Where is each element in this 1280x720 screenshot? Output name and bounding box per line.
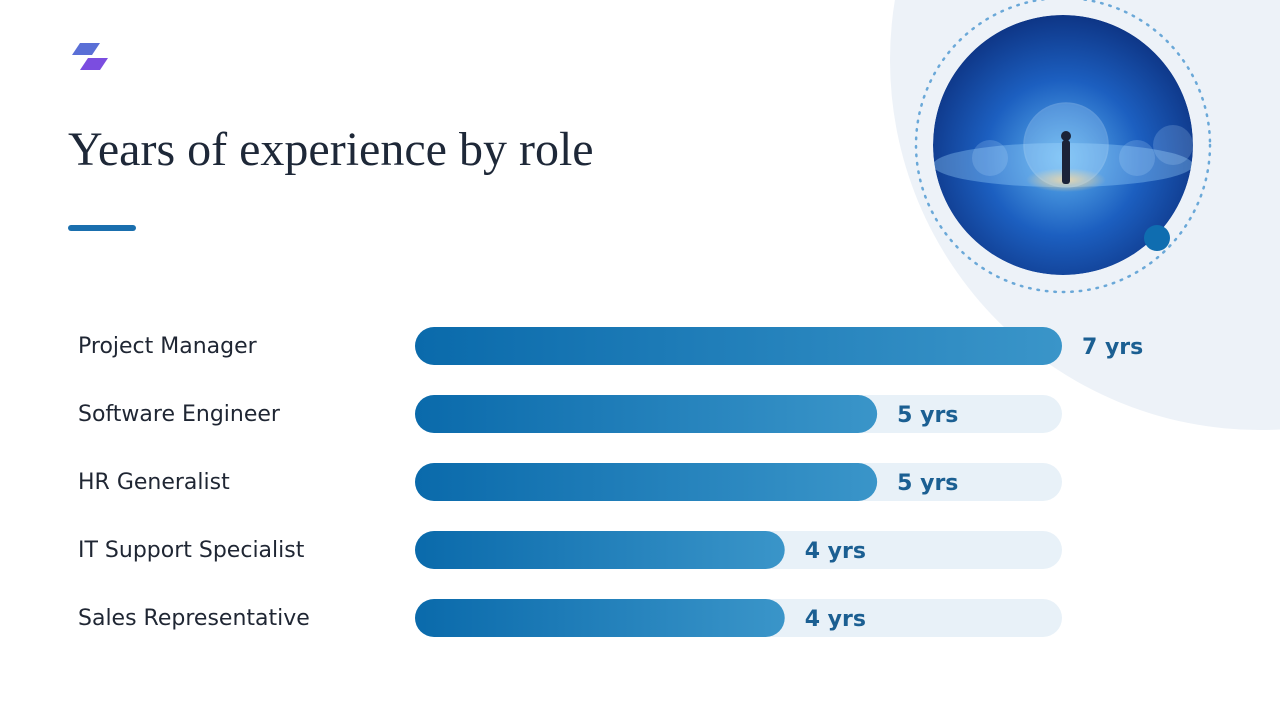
bar	[415, 463, 878, 501]
value-label: 7 yrs	[1082, 335, 1143, 360]
chart-title: Years of experience by role	[68, 123, 594, 176]
category-label: Sales Representative	[78, 606, 310, 631]
category-label: Software Engineer	[78, 402, 281, 427]
plot: Project Manager 7 yrs Software Engineer 5 y…	[78, 327, 1143, 637]
hero-image	[933, 15, 1193, 275]
logo	[72, 43, 108, 70]
category-label: IT Support Specialist	[78, 538, 305, 563]
category-label: HR Generalist	[78, 470, 230, 495]
title-underline	[68, 225, 136, 231]
bar	[415, 395, 878, 433]
bar	[415, 327, 1062, 365]
bar	[415, 531, 785, 569]
value-label: 4 yrs	[805, 539, 866, 564]
value-label: 5 yrs	[897, 471, 958, 496]
bar	[415, 599, 785, 637]
accent-dot	[1144, 225, 1170, 251]
category-label: Project Manager	[78, 334, 258, 359]
value-label: 5 yrs	[897, 403, 958, 428]
dotted-ring	[914, 0, 1212, 294]
value-label: 4 yrs	[805, 607, 866, 632]
